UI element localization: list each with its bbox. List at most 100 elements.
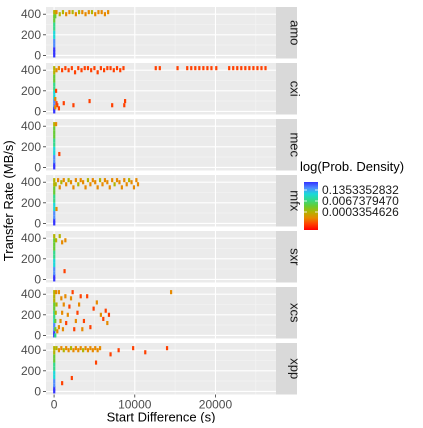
heatmap-cell <box>106 320 109 326</box>
heatmap-cell <box>53 358 56 363</box>
heatmap-cell <box>96 185 99 190</box>
heatmap-cell <box>119 68 122 73</box>
facet-strip <box>276 231 297 283</box>
heatmap-cell <box>84 12 87 17</box>
heatmap-cell <box>54 327 57 332</box>
heatmap-cell <box>53 134 56 139</box>
heatmap-cell <box>53 186 56 191</box>
heatmap-cell <box>69 180 73 185</box>
heatmap-cell <box>61 327 65 332</box>
heatmap-cell <box>68 10 71 15</box>
heatmap-cell <box>67 348 70 353</box>
heatmap-cell <box>53 221 56 226</box>
heatmap-cell <box>67 178 70 183</box>
heatmap-cell <box>53 159 56 164</box>
heatmap-cell <box>79 178 82 183</box>
heatmap-cell <box>108 185 111 190</box>
heatmap-cell <box>53 126 56 131</box>
heatmap-cell <box>54 96 57 102</box>
y-axis-label: Transfer Rate (MB/s) <box>1 140 16 261</box>
heatmap-cell <box>94 12 97 17</box>
heatmap-cell <box>64 66 67 71</box>
heatmap-cell <box>53 262 56 268</box>
heatmap-cell <box>74 318 77 324</box>
panel-background <box>46 7 276 59</box>
heatmap-cell <box>113 182 116 187</box>
heatmap-cell <box>53 165 56 170</box>
legend-tick-label: 0.1353352832 <box>322 183 399 197</box>
heatmap-cell <box>53 198 56 203</box>
heatmap-cell <box>53 178 56 183</box>
heatmap-cell <box>58 151 61 157</box>
heatmap-cell <box>53 211 56 216</box>
heatmap-cell <box>106 66 109 71</box>
heatmap-cell <box>53 215 56 220</box>
heatmap-cell <box>53 267 56 272</box>
x-tick-label: 10000 <box>118 398 152 412</box>
heatmap-cell <box>53 238 56 243</box>
y-tick-label: 0 <box>34 216 41 230</box>
facet-label-mec: mec <box>288 132 303 157</box>
heatmap-cell <box>54 310 57 315</box>
heatmap-cell <box>53 366 56 371</box>
heatmap-cell <box>53 386 56 391</box>
heatmap-cell <box>102 316 105 321</box>
heatmap-cell <box>69 346 73 351</box>
heatmap-cell <box>53 246 56 251</box>
heatmap-cell <box>74 178 77 183</box>
heatmap-cell <box>111 103 114 108</box>
heatmap-cell <box>72 103 75 108</box>
heatmap-cell <box>115 66 119 71</box>
legend-tick-label: 0.0067379470 <box>322 194 399 208</box>
heatmap-cell <box>194 66 197 71</box>
heatmap-cell <box>53 370 56 375</box>
heatmap-cell <box>215 66 218 71</box>
facet-panel-xcs: 0 200 400 xcs <box>21 287 303 342</box>
y-tick-label: 0 <box>34 48 41 62</box>
heatmap-cell <box>53 379 56 384</box>
heatmap-cell <box>232 66 235 71</box>
y-tick-label: 400 <box>21 231 41 245</box>
heatmap-cell <box>57 178 60 183</box>
heatmap-cell <box>53 389 56 394</box>
heatmap-cell <box>53 74 56 79</box>
panel-background <box>46 287 276 339</box>
heatmap-cell <box>60 180 63 185</box>
y-tick-label: 400 <box>21 63 41 77</box>
heatmap-cell <box>158 66 161 71</box>
heatmap-cell <box>53 330 56 335</box>
heatmap-cell <box>94 346 97 351</box>
facet-label-cxi: cxi <box>288 81 303 97</box>
y-tick-label: 0 <box>34 160 41 174</box>
heatmap-cell <box>53 190 56 195</box>
panel-background <box>46 231 276 283</box>
heatmap-cell <box>90 10 94 15</box>
heatmap-cell <box>55 346 58 351</box>
heatmap-cell <box>228 66 231 71</box>
heatmap-cell <box>248 66 251 71</box>
heatmap-cell <box>54 318 57 324</box>
heatmap-cell <box>53 182 56 187</box>
heatmap-cell <box>53 383 56 388</box>
y-tick-label: 200 <box>21 140 41 154</box>
heatmap-cell <box>53 234 56 239</box>
heatmap-cell <box>130 180 133 185</box>
heatmap-cell <box>53 30 56 35</box>
heatmap-cell <box>53 146 56 151</box>
heatmap-cell <box>53 202 56 207</box>
facet-label-mfx: mfx <box>288 190 303 211</box>
facet-panel-cxi: 0 200 400 cxi <box>21 63 303 118</box>
heatmap-cell <box>206 66 209 71</box>
heatmap-cell <box>98 178 102 183</box>
heatmap-cell <box>57 290 61 295</box>
heatmap-cell <box>176 66 179 71</box>
heatmap-cell <box>72 185 75 190</box>
heatmap-cell <box>71 10 74 15</box>
heatmap-cell <box>88 99 91 104</box>
heatmap-cell <box>62 178 65 183</box>
heatmap-cell <box>53 310 56 315</box>
heatmap-cell <box>55 302 58 307</box>
facet-panel-sxr: 0 200 400 sxr <box>21 231 303 286</box>
heatmap-cell <box>135 178 138 183</box>
